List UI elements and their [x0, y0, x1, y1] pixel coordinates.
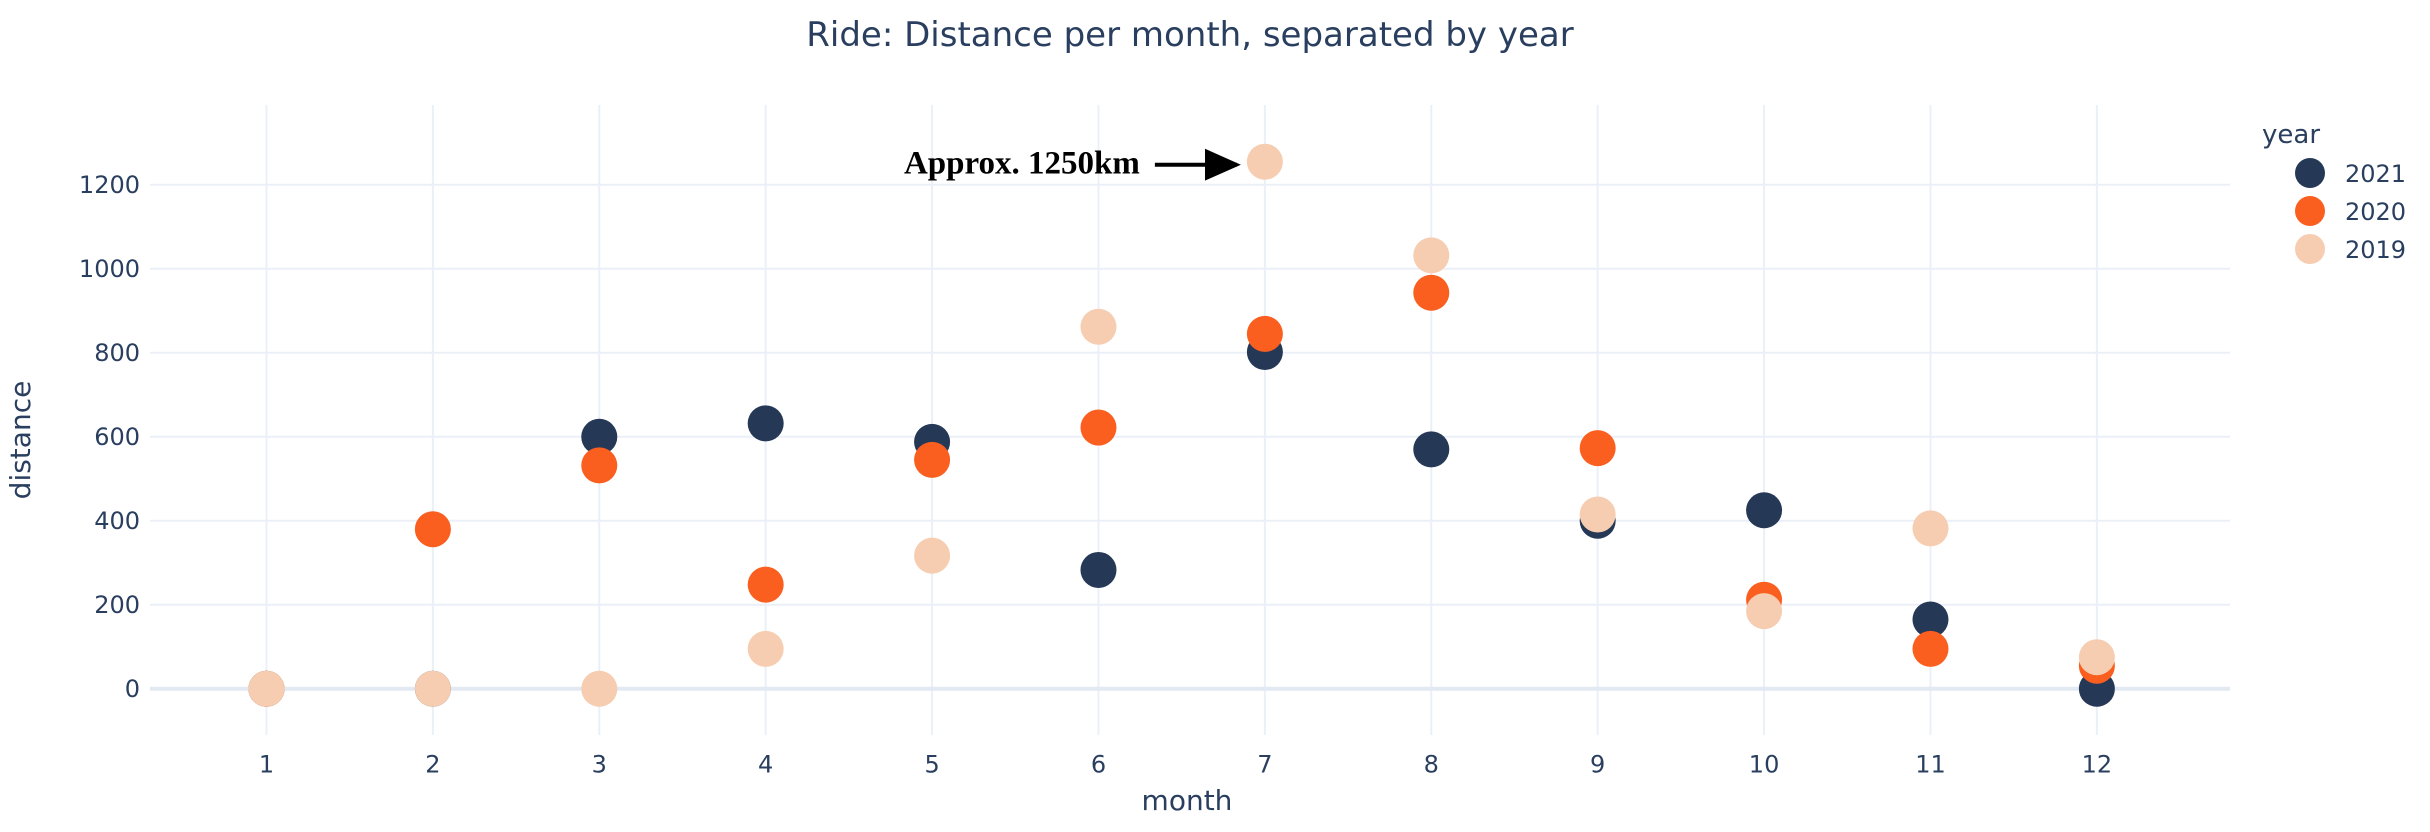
data-point-2019 — [581, 670, 618, 707]
legend-marker-2021 — [2295, 158, 2325, 188]
data-point-2019 — [747, 630, 784, 667]
data-point-2019 — [1413, 237, 1450, 274]
y-tick-label: 1200 — [79, 171, 140, 199]
legend-marker-2020 — [2295, 196, 2325, 226]
data-point-2020 — [414, 511, 451, 548]
x-tick-label: 5 — [924, 751, 939, 779]
legend-label-2019: 2019 — [2345, 236, 2406, 264]
data-point-2019 — [1080, 308, 1117, 345]
y-tick-label: 0 — [125, 675, 140, 703]
y-tick-label: 600 — [94, 423, 140, 451]
data-point-2021 — [747, 405, 784, 442]
data-point-2021 — [1746, 492, 1783, 529]
x-tick-label: 11 — [1915, 751, 1946, 779]
y-axis-title: distance — [4, 381, 37, 500]
legend: year 2021 2020 2019 — [2262, 120, 2406, 264]
data-point-2021 — [1912, 601, 1949, 638]
points-layer — [248, 143, 2115, 707]
data-point-2021 — [1413, 431, 1450, 468]
y-tick-label: 800 — [94, 339, 140, 367]
x-tick-label: 1 — [259, 751, 274, 779]
x-tick-label: 6 — [1091, 751, 1106, 779]
legend-label-2020: 2020 — [2345, 198, 2406, 226]
annotation-text: Approx. 1250km — [904, 146, 1140, 182]
data-point-2019 — [1579, 496, 1616, 533]
grid-layer — [150, 105, 2230, 735]
y-tick-label: 200 — [94, 591, 140, 619]
data-point-2019 — [2078, 639, 2115, 676]
chart-title: Ride: Distance per month, separated by y… — [806, 15, 1573, 55]
data-point-2020 — [1579, 430, 1616, 467]
data-point-2020 — [581, 447, 618, 484]
data-point-2019 — [414, 670, 451, 707]
data-point-2020 — [747, 566, 784, 603]
y-tick-label: 400 — [94, 507, 140, 535]
data-point-2019 — [1912, 510, 1949, 547]
data-point-2019 — [1746, 593, 1783, 630]
data-point-2021 — [1080, 551, 1117, 588]
x-tick-label: 10 — [1749, 751, 1780, 779]
x-axis-title: month — [1142, 784, 1233, 817]
data-point-2019 — [248, 670, 285, 707]
legend-label-2021: 2021 — [2345, 160, 2406, 188]
data-point-2020 — [1080, 409, 1117, 446]
x-tick-label: 4 — [758, 751, 773, 779]
x-tick-label: 7 — [1257, 751, 1272, 779]
x-tick-label: 9 — [1590, 751, 1605, 779]
annotation: Approx. 1250km — [904, 146, 1241, 182]
data-point-2020 — [1246, 315, 1283, 352]
data-point-2020 — [1413, 274, 1450, 311]
legend-title: year — [2262, 120, 2320, 150]
x-tick-label: 3 — [592, 751, 607, 779]
data-point-2019 — [1246, 143, 1283, 180]
data-point-2019 — [914, 537, 951, 574]
legend-marker-2019 — [2295, 234, 2325, 264]
data-point-2020 — [1912, 630, 1949, 667]
x-tick-label: 8 — [1424, 751, 1439, 779]
y-tick-label: 1000 — [79, 255, 140, 283]
x-tick-label: 12 — [2082, 751, 2113, 779]
data-point-2021 — [581, 418, 618, 455]
data-point-2020 — [914, 441, 951, 478]
x-tick-label: 2 — [425, 751, 440, 779]
